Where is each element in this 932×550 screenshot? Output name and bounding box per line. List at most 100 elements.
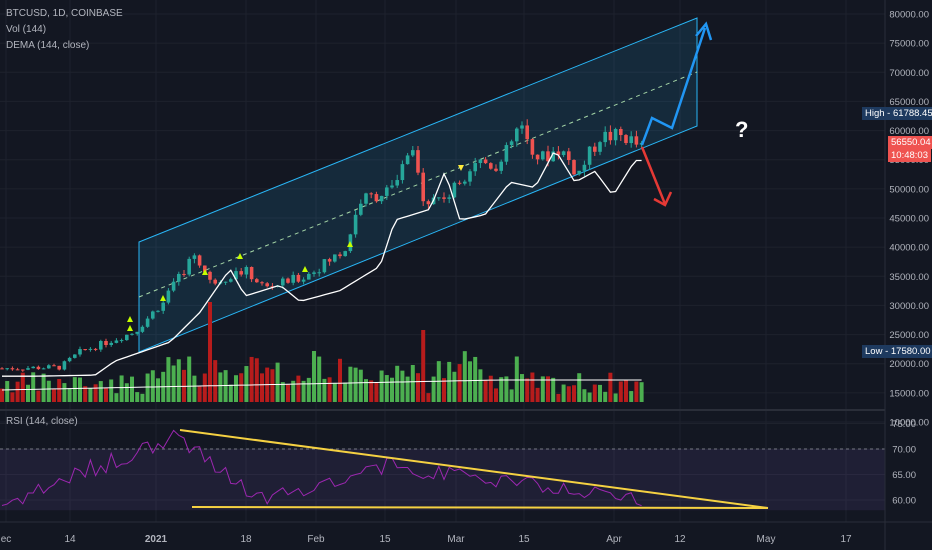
- volume-bar: [119, 375, 124, 402]
- candle-body: [359, 203, 363, 215]
- candle-body: [10, 368, 15, 370]
- candle-body: [145, 318, 150, 327]
- volume-bar: [587, 392, 592, 402]
- price-tick-label: 10000.00: [889, 418, 929, 429]
- candle-body: [535, 154, 540, 160]
- volume-bar: [36, 390, 41, 402]
- volume-bar: [213, 360, 218, 402]
- candle-body: [452, 182, 457, 198]
- buy-signal-marker: [127, 316, 133, 322]
- candle-body: [369, 193, 373, 195]
- price-tick-label: 45000.00: [889, 214, 929, 225]
- volume-bar: [343, 382, 348, 402]
- candle-body: [36, 366, 41, 370]
- candle-body: [390, 185, 394, 188]
- symbol-legend[interactable]: BTCUSD, 1D, COINBASE: [6, 8, 123, 19]
- candle-body: [223, 281, 228, 283]
- candle-body: [400, 164, 405, 181]
- volume-bar: [10, 392, 15, 402]
- volume-bar: [46, 380, 51, 402]
- volume-bar: [327, 377, 332, 402]
- rsi-trendline-bottom[interactable]: [191, 506, 769, 509]
- price-channel[interactable]: [138, 17, 698, 353]
- candle-body: [234, 271, 238, 280]
- candle-body: [468, 171, 472, 182]
- candle-body: [286, 278, 290, 283]
- volume-bar: [88, 388, 93, 402]
- candle-body: [624, 135, 628, 144]
- volume-bar: [296, 375, 301, 402]
- volume-bar: [374, 382, 379, 402]
- volume-bar: [223, 370, 228, 402]
- volume-bar: [535, 387, 540, 402]
- candle-body: [140, 326, 145, 332]
- price-tick-label: 65000.00: [889, 97, 929, 108]
- volume-bar: [93, 384, 98, 402]
- volume-bar: [306, 377, 311, 402]
- volume-bar: [478, 369, 483, 402]
- time-axis[interactable]: ec 14 2021 18 Feb 15 Mar 15 Apr 12 May 17: [1, 534, 852, 545]
- rsi-legend[interactable]: RSI (144, close): [6, 416, 78, 427]
- candle-body: [530, 139, 535, 155]
- candle-body: [301, 279, 306, 282]
- candle-body: [494, 168, 498, 171]
- volume-bar: [442, 378, 446, 402]
- volume-bar: [72, 377, 77, 402]
- volume-bar: [561, 384, 566, 402]
- volume-bar: [109, 379, 114, 402]
- candle-body: [463, 181, 467, 184]
- candle-body: [229, 279, 233, 282]
- volume-legend[interactable]: Vol (144): [6, 24, 47, 35]
- time-tick-label: 15: [379, 534, 391, 545]
- candle-body: [499, 161, 503, 171]
- volume-bar: [0, 388, 4, 402]
- volume-bar: [192, 375, 197, 402]
- candle-body: [161, 302, 165, 311]
- candle-body: [353, 214, 358, 235]
- volume-bar: [353, 367, 358, 402]
- time-tick-label: 14: [64, 534, 76, 545]
- volume-bar: [369, 380, 374, 402]
- volume-bar: [488, 375, 493, 402]
- volume-bar: [338, 358, 342, 402]
- volume-bar: [390, 377, 394, 402]
- candle-body: [379, 195, 384, 202]
- volume-bar: [629, 391, 634, 402]
- candle-body: [437, 197, 441, 199]
- dema-legend[interactable]: DEMA (144, close): [6, 40, 90, 51]
- candle-body: [83, 349, 87, 351]
- rsi-tick-label: 70.00: [892, 445, 916, 456]
- volume-bar: [104, 388, 108, 402]
- candle-body: [457, 182, 462, 184]
- signal-markers: [127, 165, 464, 331]
- candle-body: [114, 340, 119, 343]
- candle-body: [374, 194, 379, 202]
- candle-body: [385, 187, 389, 196]
- time-tick-label: 18: [240, 534, 252, 545]
- rsi-tick-label: 60.00: [892, 496, 916, 507]
- volume-bar: [530, 372, 535, 402]
- volume-bar: [395, 365, 400, 402]
- rsi-axis[interactable]: 75.00 70.00 65.00 60.00: [892, 419, 916, 507]
- candle-body: [177, 273, 181, 282]
- candle-body: [31, 366, 35, 369]
- question-mark: ?: [735, 117, 748, 142]
- projection-arrows[interactable]: [640, 21, 713, 207]
- candle-body: [322, 259, 327, 273]
- volume-bar: [312, 351, 316, 402]
- rsi-trendline-top[interactable]: [179, 429, 769, 509]
- candle-body: [15, 369, 20, 371]
- volume-bar: [187, 356, 192, 402]
- candle-body: [426, 201, 431, 205]
- price-axis[interactable]: 80000.00 75000.00 70000.00 65000.00 60000.00…: [889, 10, 929, 429]
- price-tick-label: 30000.00: [889, 301, 929, 312]
- volume-bar: [598, 384, 602, 402]
- volume-bar: [520, 374, 524, 402]
- volume-bar: [509, 389, 514, 402]
- candle-body: [343, 251, 347, 257]
- candle-body: [41, 368, 46, 370]
- candle-body: [255, 279, 259, 283]
- volume-bar: [613, 393, 618, 402]
- volume-bar: [275, 362, 280, 402]
